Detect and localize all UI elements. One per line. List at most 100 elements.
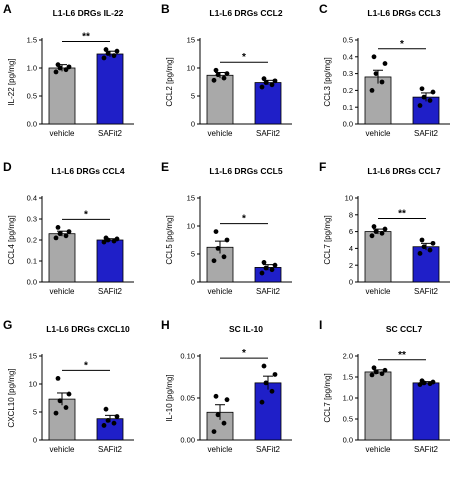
y-tick-label: 1.5 — [27, 36, 37, 45]
panel-letter: H — [161, 318, 170, 332]
data-point — [114, 48, 120, 54]
bar-safit2 — [412, 246, 440, 283]
data-point — [66, 391, 72, 397]
y-tick-label: 0.5 — [343, 415, 353, 424]
data-point — [269, 267, 275, 273]
category-label: SAFit2 — [414, 287, 439, 296]
y-axis-label: IL-22 [pg/mg] — [7, 58, 16, 105]
data-point — [419, 378, 425, 384]
panel-letter: E — [161, 160, 169, 174]
bar-safit2 — [254, 382, 282, 441]
y-tick-label: 0.0 — [27, 278, 37, 287]
y-tick-label: 0.4 — [343, 52, 353, 61]
category-label: SAFit2 — [256, 445, 281, 454]
y-tick-label: 0.0 — [343, 436, 353, 445]
y-tick-label: 10 — [345, 194, 353, 203]
data-point — [63, 405, 69, 410]
data-point — [53, 69, 59, 75]
panel-letter: G — [3, 318, 12, 332]
significance-label: * — [84, 360, 88, 371]
bar-safit2 — [412, 382, 440, 441]
data-point — [215, 412, 221, 418]
data-point — [379, 79, 385, 85]
panel-h: H SC IL-10 0.00 0.05 0.10 IL-10 [pg/mg] vehicl… — [161, 318, 292, 454]
y-tick-label: 0.5 — [27, 92, 37, 101]
category-label: SAFit2 — [256, 287, 281, 296]
data-point — [213, 229, 219, 235]
panel-title: L1-L6 DRGs CXCL10 — [46, 324, 130, 334]
y-axis-label: IL-10 [pg/mg] — [165, 374, 174, 421]
data-point — [103, 235, 109, 241]
panel-letter: D — [3, 160, 12, 174]
panel-title: L1-L6 DRGs CCL5 — [209, 166, 282, 176]
data-point — [417, 382, 423, 387]
data-point — [57, 231, 63, 237]
panel-b: B L1-L6 DRGs CCL2 0 5 10 15 CCL2 [pg/mg] vehicl… — [161, 2, 292, 138]
y-axis-label: CCL7 [pg/mg] — [323, 373, 332, 422]
data-point — [379, 371, 385, 377]
significance-label: * — [242, 52, 246, 63]
category-label: vehicle — [208, 445, 233, 454]
significance-label: * — [400, 39, 404, 50]
panel-title: L1-L6 DRGs CCL4 — [51, 166, 124, 176]
data-point — [114, 236, 120, 242]
significance-label: * — [242, 348, 246, 359]
category-label: SAFit2 — [98, 445, 123, 454]
data-point — [379, 230, 385, 236]
y-tick-label: 0.1 — [27, 257, 37, 266]
data-point — [417, 251, 423, 256]
category-label: vehicle — [208, 287, 233, 296]
y-tick-label: 5 — [191, 250, 195, 259]
significance-label: ** — [398, 209, 406, 220]
significance-label: ** — [398, 350, 406, 361]
data-point — [55, 225, 61, 230]
data-point — [103, 406, 109, 412]
bar-vehicle — [364, 231, 392, 283]
y-axis-label: CCL3 [pg/mg] — [323, 57, 332, 106]
category-label: SAFit2 — [98, 287, 123, 296]
y-tick-label: 10 — [29, 380, 37, 389]
y-axis-label: CXCL10 [pg/mg] — [7, 368, 16, 427]
panel-letter: B — [161, 2, 170, 16]
y-tick-label: 10 — [187, 222, 195, 231]
y-tick-label: 0 — [191, 120, 195, 129]
category-label: SAFit2 — [414, 445, 439, 454]
data-point — [57, 398, 63, 404]
data-point — [211, 258, 217, 264]
data-point — [382, 226, 388, 232]
data-point — [63, 233, 69, 239]
panel-title: SC IL-10 — [229, 324, 263, 334]
y-tick-label: 0.3 — [343, 69, 353, 78]
category-label: vehicle — [50, 129, 75, 138]
significance-label: * — [84, 209, 88, 220]
data-point — [221, 75, 227, 81]
data-point — [221, 254, 227, 260]
y-tick-label: 1.0 — [343, 394, 353, 403]
data-point — [103, 47, 109, 52]
data-point — [421, 94, 427, 100]
category-label: vehicle — [366, 287, 391, 296]
y-tick-label: 0.2 — [27, 236, 37, 245]
y-tick-label: 15 — [29, 352, 37, 361]
category-label: SAFit2 — [98, 129, 123, 138]
data-point — [272, 78, 278, 84]
y-axis-label: CCL5 [pg/mg] — [165, 215, 174, 264]
bar-vehicle — [364, 76, 392, 125]
data-point — [430, 379, 436, 385]
data-point — [53, 235, 59, 241]
category-label: vehicle — [208, 129, 233, 138]
data-point — [213, 67, 219, 73]
data-point — [373, 369, 379, 375]
y-tick-label: 0 — [349, 278, 353, 287]
y-tick-label: 0.5 — [343, 36, 353, 45]
bar-vehicle — [206, 74, 234, 125]
y-tick-label: 0.0 — [343, 120, 353, 129]
data-point — [211, 77, 217, 83]
data-point — [213, 393, 219, 399]
y-tick-label: 0.3 — [27, 215, 37, 224]
data-point — [224, 237, 230, 243]
data-point — [371, 54, 377, 60]
data-point — [105, 51, 111, 56]
